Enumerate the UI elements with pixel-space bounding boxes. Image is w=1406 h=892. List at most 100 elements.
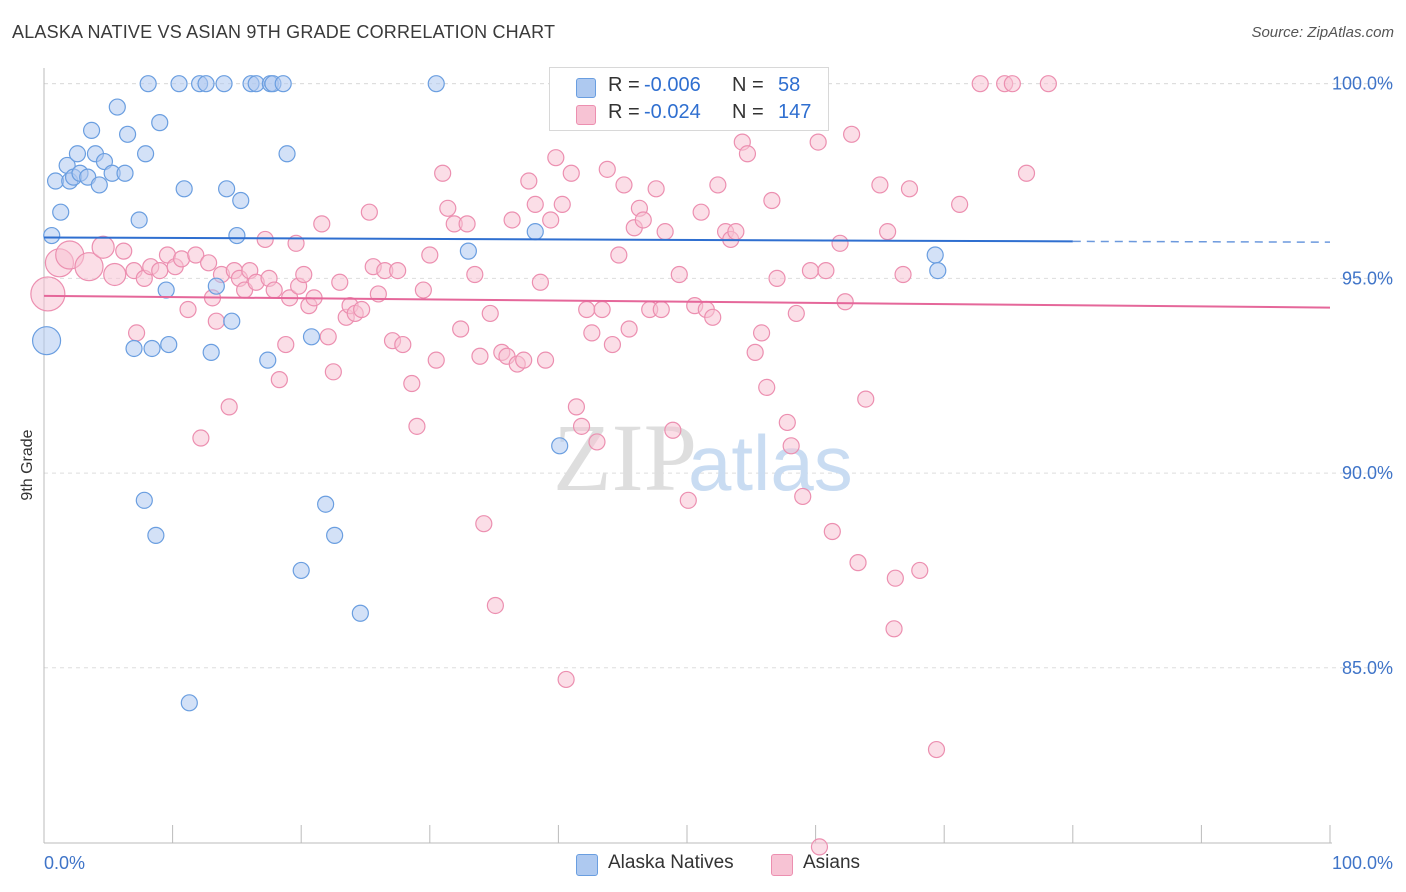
- data-point: [265, 281, 283, 299]
- data-point: [151, 261, 169, 280]
- data-point: [752, 324, 771, 342]
- data-point: [317, 495, 335, 513]
- data-point: [520, 172, 538, 190]
- data-point: [634, 211, 652, 229]
- data-point: [679, 491, 697, 509]
- data-point: [894, 265, 912, 284]
- data-point: [709, 176, 727, 194]
- data-point: [326, 526, 344, 544]
- data-point: [926, 246, 944, 264]
- trend-line-alaska-natives-extension: [1072, 240, 1331, 243]
- data-point: [52, 203, 70, 221]
- data-point: [180, 694, 198, 712]
- n-value: 58: [778, 74, 801, 96]
- data-point: [232, 191, 250, 210]
- data-point: [459, 242, 477, 260]
- data-point: [30, 276, 66, 312]
- data-point: [588, 433, 606, 451]
- data-point: [647, 180, 665, 198]
- gridlines: [44, 83, 1395, 669]
- data-point: [927, 740, 946, 759]
- data-point: [360, 203, 378, 221]
- data-point: [885, 620, 903, 638]
- data-point: [439, 199, 457, 217]
- data-point: [43, 226, 61, 245]
- data-point: [794, 487, 812, 506]
- series-legend: Alaska Natives Asians: [0, 852, 1406, 878]
- data-point: [567, 398, 586, 416]
- data-point: [200, 254, 218, 272]
- data-point: [1039, 75, 1057, 93]
- data-point: [562, 164, 580, 182]
- data-point: [125, 339, 143, 358]
- data-point: [207, 277, 225, 295]
- data-point: [68, 145, 87, 163]
- data-point: [135, 491, 153, 509]
- data-point: [782, 437, 800, 455]
- data-point: [879, 223, 897, 241]
- data-point: [175, 180, 193, 198]
- data-point: [353, 300, 371, 319]
- data-point: [951, 195, 969, 213]
- watermark-zip: ZIP: [553, 404, 697, 511]
- data-point: [583, 324, 601, 342]
- data-point: [324, 363, 342, 381]
- data-point: [809, 133, 827, 151]
- data-point: [197, 75, 215, 93]
- data-point: [557, 670, 575, 689]
- data-point: [408, 417, 426, 435]
- data-point: [871, 176, 889, 194]
- data-point: [778, 413, 796, 432]
- data-point: [900, 180, 919, 198]
- data-point: [90, 176, 108, 194]
- data-point: [471, 347, 489, 365]
- data-point: [727, 223, 745, 241]
- data-point: [526, 195, 544, 213]
- data-point: [278, 145, 296, 163]
- data-point: [849, 554, 867, 572]
- data-point: [475, 515, 493, 533]
- data-point: [160, 335, 178, 354]
- r-value: -0.006: [644, 74, 701, 96]
- data-point: [202, 343, 220, 361]
- data-point: [108, 98, 126, 116]
- data-point: [256, 230, 274, 249]
- data-point: [787, 304, 805, 323]
- data-point: [215, 75, 233, 93]
- data-point: [179, 300, 197, 319]
- asians-points: [30, 75, 1057, 856]
- data-point: [207, 312, 225, 330]
- data-point: [170, 75, 188, 93]
- source-label: Source: ZipAtlas.com: [1251, 24, 1394, 41]
- data-point: [157, 281, 175, 299]
- data-point: [319, 328, 337, 346]
- watermark-atlas: atlas: [688, 419, 853, 507]
- n-value: 147: [778, 101, 812, 123]
- data-point: [31, 326, 62, 356]
- data-point: [91, 235, 115, 259]
- x-tick-label: 100.0%: [1332, 853, 1393, 873]
- data-point: [536, 351, 555, 369]
- data-point: [481, 304, 499, 323]
- data-point: [151, 114, 169, 132]
- legend-swatch-pink: [771, 854, 793, 876]
- data-point: [130, 211, 148, 229]
- data-point: [116, 164, 134, 182]
- data-point: [259, 351, 277, 369]
- data-point: [531, 273, 549, 291]
- data-point: [389, 261, 407, 280]
- y-tick-label: 90.0%: [1342, 463, 1393, 483]
- data-point: [302, 328, 321, 346]
- data-point: [274, 75, 292, 93]
- trend-line-alaska-natives: [43, 236, 1073, 243]
- legend-label: Alaska Natives: [608, 852, 734, 873]
- trend-line-asians: [43, 294, 1331, 309]
- data-point: [434, 164, 452, 182]
- data-point: [547, 149, 565, 167]
- data-point: [228, 226, 246, 245]
- tick-labels: 85.0% 90.0% 95.0% 100.0% 0.0% 100.0%: [44, 74, 1393, 873]
- data-point: [526, 223, 544, 241]
- data-point: [652, 300, 670, 319]
- data-point: [598, 160, 616, 178]
